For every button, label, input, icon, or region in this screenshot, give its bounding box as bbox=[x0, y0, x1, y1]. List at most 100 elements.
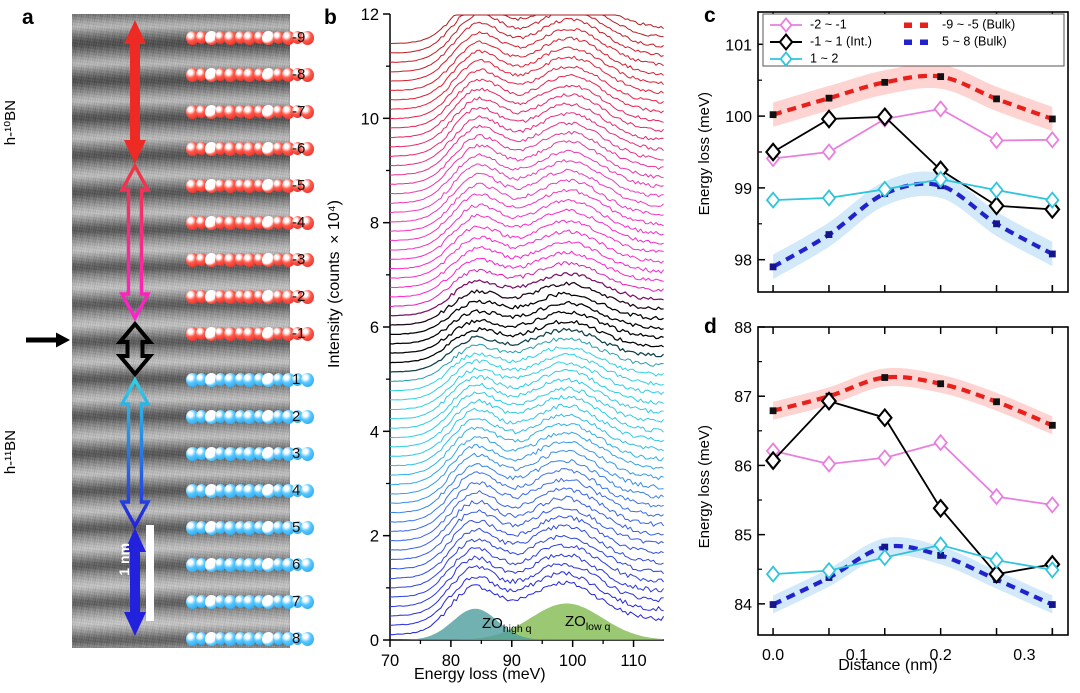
spectrum-trace bbox=[389, 310, 664, 354]
data-point-marker bbox=[877, 180, 892, 199]
nitrogen-atom bbox=[273, 142, 285, 155]
atom-chain-row bbox=[185, 631, 314, 646]
legend-marker bbox=[778, 32, 794, 52]
data-point-marker bbox=[876, 407, 893, 428]
data-point-marker bbox=[989, 181, 1004, 199]
boron-atom bbox=[300, 252, 314, 267]
nitrogen-atom bbox=[215, 595, 227, 608]
legend-marker bbox=[779, 16, 793, 34]
nitrogen-atom bbox=[215, 447, 227, 460]
nitrogen-atom bbox=[273, 595, 285, 608]
atom-chain-row bbox=[185, 557, 314, 572]
data-point-marker bbox=[1048, 601, 1056, 608]
spectrum-trace bbox=[389, 459, 664, 514]
y-tick-label: 98 bbox=[734, 253, 752, 270]
legend-label: 1 ~ 2 bbox=[810, 52, 838, 66]
spectrum-trace bbox=[389, 14, 664, 54]
boron-atom bbox=[300, 483, 314, 498]
data-point-marker bbox=[821, 143, 837, 161]
y-tick-label: 85 bbox=[734, 528, 752, 545]
data-point-marker bbox=[765, 565, 781, 583]
nitrogen-atom bbox=[234, 179, 246, 192]
boron-atom bbox=[281, 520, 295, 535]
nitrogen-atom bbox=[196, 31, 208, 44]
nitrogen-atom bbox=[215, 327, 227, 340]
boron-atom bbox=[262, 178, 276, 193]
spectrum-trace bbox=[389, 149, 664, 204]
spectrum-trace bbox=[389, 300, 664, 345]
nitrogen-atom bbox=[234, 105, 246, 118]
boron-atom bbox=[300, 520, 314, 535]
nitrogen-atom bbox=[215, 142, 227, 155]
boron-atom bbox=[262, 483, 276, 498]
boron-atom bbox=[262, 104, 276, 119]
boron-atom bbox=[243, 520, 257, 535]
atom-chain-row bbox=[185, 409, 314, 424]
layer-label: 2 bbox=[292, 408, 301, 425]
data-point-marker bbox=[881, 78, 889, 86]
layer-label: 4 bbox=[292, 482, 301, 499]
legend-marker bbox=[779, 50, 793, 68]
data-point-marker bbox=[821, 455, 837, 473]
spectrum-trace bbox=[389, 571, 664, 626]
boron-atom bbox=[204, 30, 218, 45]
layer-label: -1 bbox=[292, 325, 306, 342]
boron-atom bbox=[262, 446, 276, 461]
spectrum-trace bbox=[389, 524, 664, 580]
boron-atom bbox=[300, 30, 314, 45]
spectrum-trace bbox=[389, 28, 664, 82]
nitrogen-atom bbox=[196, 253, 208, 266]
data-point-marker bbox=[877, 548, 892, 567]
x-tick-label: 0.3 bbox=[1013, 647, 1035, 664]
nitrogen-atom bbox=[253, 31, 265, 44]
boron-atom bbox=[224, 104, 238, 119]
boron-atom bbox=[224, 520, 238, 535]
boron-atom bbox=[243, 631, 257, 646]
boron-atom bbox=[281, 326, 295, 341]
boron-atom bbox=[262, 141, 276, 156]
atom-chain-row bbox=[185, 141, 314, 156]
data-point-marker bbox=[876, 106, 893, 127]
plot-frame bbox=[757, 326, 1069, 636]
boron-atom bbox=[300, 631, 314, 646]
panel-c-letter: c bbox=[704, 4, 716, 27]
spectrum-trace bbox=[389, 495, 664, 551]
boron-atom bbox=[300, 141, 314, 156]
data-point-marker bbox=[769, 111, 777, 119]
nitrogen-atom bbox=[215, 105, 227, 118]
spectrum-trace bbox=[389, 395, 664, 448]
boron-atom bbox=[185, 215, 199, 230]
nitrogen-atom bbox=[292, 253, 304, 266]
boron-atom bbox=[281, 594, 295, 609]
nitrogen-atom bbox=[215, 558, 227, 571]
atom-chain-row bbox=[185, 67, 314, 82]
data-point-marker bbox=[932, 498, 949, 519]
boron-atom bbox=[204, 483, 218, 498]
boron-atom bbox=[204, 446, 218, 461]
boron-atom bbox=[300, 557, 314, 572]
nitrogen-atom bbox=[253, 216, 265, 229]
data-point-marker bbox=[933, 100, 948, 118]
nitrogen-atom bbox=[253, 68, 265, 81]
y-tick-label: 100 bbox=[725, 109, 752, 126]
panel-a-top-material-label: h-¹⁰BN bbox=[2, 100, 19, 146]
boron-atom bbox=[262, 409, 276, 424]
nitrogen-atom bbox=[234, 142, 246, 155]
data-point-marker bbox=[993, 95, 1000, 103]
data-point-marker bbox=[933, 536, 948, 554]
nitrogen-atom bbox=[292, 31, 304, 44]
boron-atom bbox=[300, 289, 314, 304]
spectrum-trace bbox=[389, 431, 664, 486]
spectrum-trace bbox=[389, 208, 664, 260]
panel-a-bottom-material-label: h-¹¹BN bbox=[2, 430, 19, 475]
boron-atom bbox=[224, 409, 238, 424]
boron-atom bbox=[262, 326, 276, 341]
nitrogen-atom bbox=[234, 632, 246, 645]
boron-atom bbox=[204, 141, 218, 156]
zo-high-q-peak-shade bbox=[390, 608, 664, 640]
data-point-marker bbox=[881, 374, 889, 381]
y-tick-label: 87 bbox=[734, 389, 752, 406]
spectrum-trace bbox=[389, 413, 664, 467]
bulk-dashed-line bbox=[772, 543, 1054, 607]
nitrogen-atom bbox=[292, 105, 304, 118]
